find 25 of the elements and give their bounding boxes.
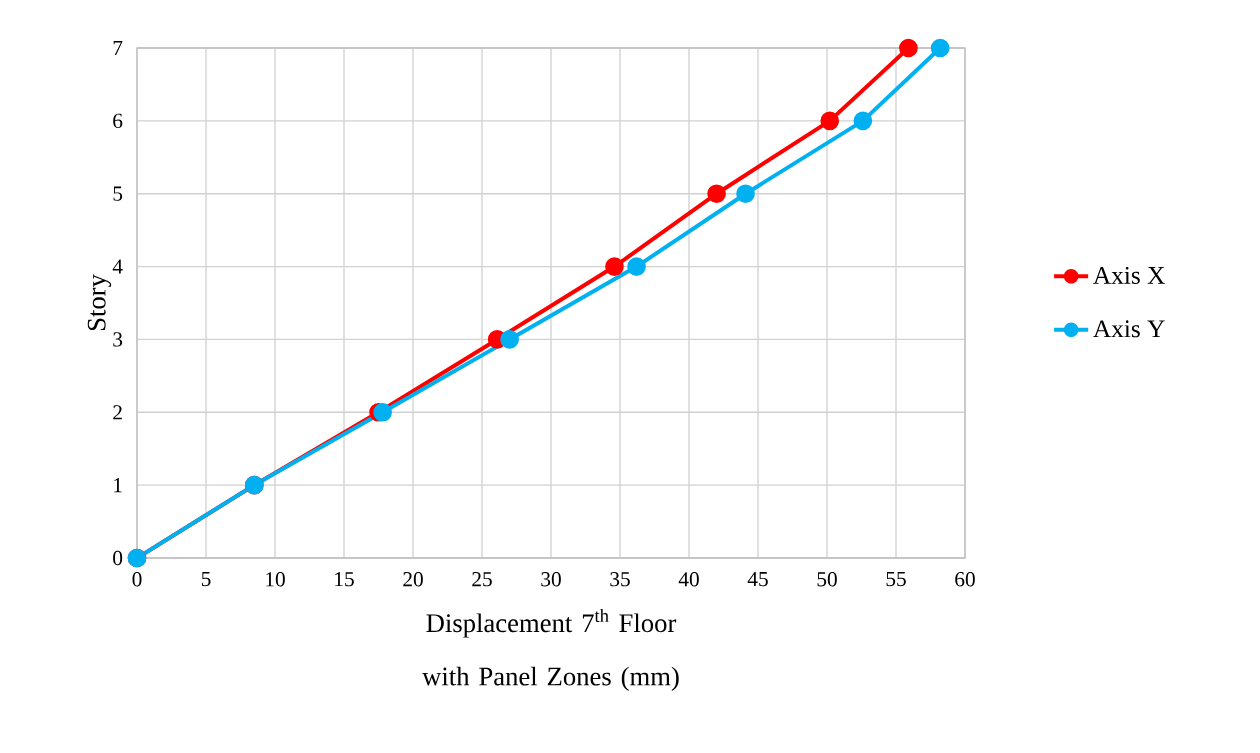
y-tick-label: 2 [113, 405, 122, 420]
y-tick-label: 1 [114, 478, 122, 493]
x-tick-label: 5 [201, 572, 211, 587]
x-tick-label: 45 [747, 572, 768, 587]
x-tick-label: 30 [541, 572, 561, 587]
y-tick-label: 0 [113, 550, 123, 566]
x-tick-label: 25 [472, 572, 492, 587]
x-tick-label: 15 [335, 572, 354, 587]
x-tick-label: 50 [817, 572, 837, 587]
x-tick-label: 0 [132, 572, 142, 587]
y-tick-label: 5 [113, 186, 123, 201]
x-tick-label: 55 [886, 572, 906, 587]
x-tick-label: 40 [678, 572, 699, 587]
x-tick-label: 10 [266, 572, 285, 587]
legend-label: Axis Y [1093, 320, 1165, 338]
text: Displacement 7$^{th}$ Floor with Panel Zones (mm) [422, 608, 679, 691]
x-tick-label: 20 [403, 572, 423, 587]
y-axis-title: Story [87, 274, 112, 331]
y-tick-label: 4 [112, 259, 123, 274]
y-tick-label: 6 [113, 113, 123, 129]
legend-label: Axis X [1093, 266, 1165, 284]
x-tick-label: 60 [955, 572, 975, 587]
y-tick-label: 7 [113, 41, 123, 55]
x-tick-label: 35 [610, 572, 630, 587]
y-tick-label: 3 [113, 332, 123, 347]
